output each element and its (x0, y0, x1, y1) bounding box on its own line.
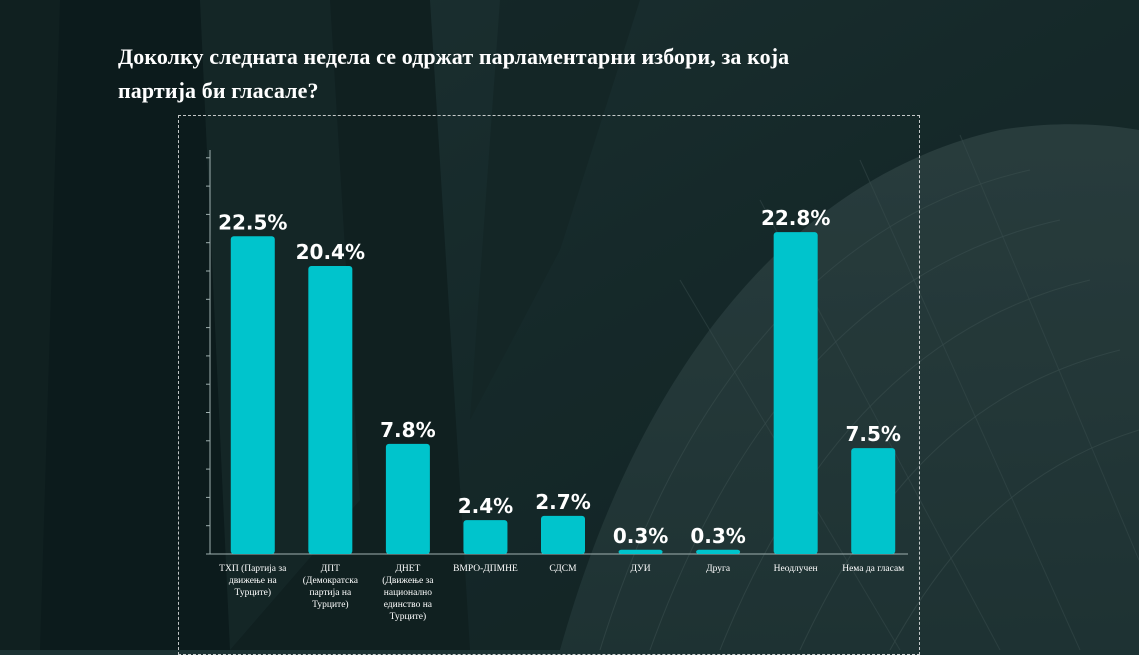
value-label: 20.4% (296, 240, 365, 264)
category-label: ВМРО-ДПМНЕ (453, 564, 518, 574)
y-axis-ticks (206, 157, 210, 555)
category-label: ДНЕТ (Движење за национално единство на Турц… (382, 564, 434, 622)
category-label: ДПТ (Демократска партија на Турците) (303, 564, 359, 610)
category-labels-group: ТХП (Партија за движење на Турците) ДПТ (Дем… (219, 563, 904, 622)
bar (696, 549, 741, 554)
bar (851, 448, 896, 554)
chart-title: Доколку следната недела се одржат парлам… (118, 44, 790, 103)
category-label: Неодлучен (774, 564, 818, 574)
value-label: 22.8% (761, 206, 830, 230)
bar (385, 443, 430, 554)
value-label: 22.5% (218, 210, 287, 234)
category-label: ДУИ (630, 564, 650, 574)
value-label: 2.4% (458, 494, 513, 518)
value-label: 7.8% (380, 418, 435, 442)
bar (308, 265, 353, 554)
bar (463, 520, 508, 554)
value-label: 0.3% (690, 524, 745, 548)
value-label: 2.7% (535, 490, 590, 514)
category-label: ТХП (Партија за движење на Турците) (219, 563, 287, 598)
category-label: Нема да гласам (842, 564, 904, 574)
bar (618, 549, 663, 554)
category-label: Друга (706, 564, 731, 574)
bar (773, 232, 818, 554)
bar (541, 515, 585, 554)
category-label: СДСМ (549, 564, 577, 574)
value-label: 0.3% (613, 524, 668, 548)
bars-group (230, 232, 896, 555)
value-labels-group: 22.5% 20.4% 7.8% 2.4% 2.7% 0.3% 0.3% 22.8% 7.5% (218, 206, 901, 548)
value-label: 7.5% (845, 422, 900, 446)
bar (230, 236, 275, 555)
